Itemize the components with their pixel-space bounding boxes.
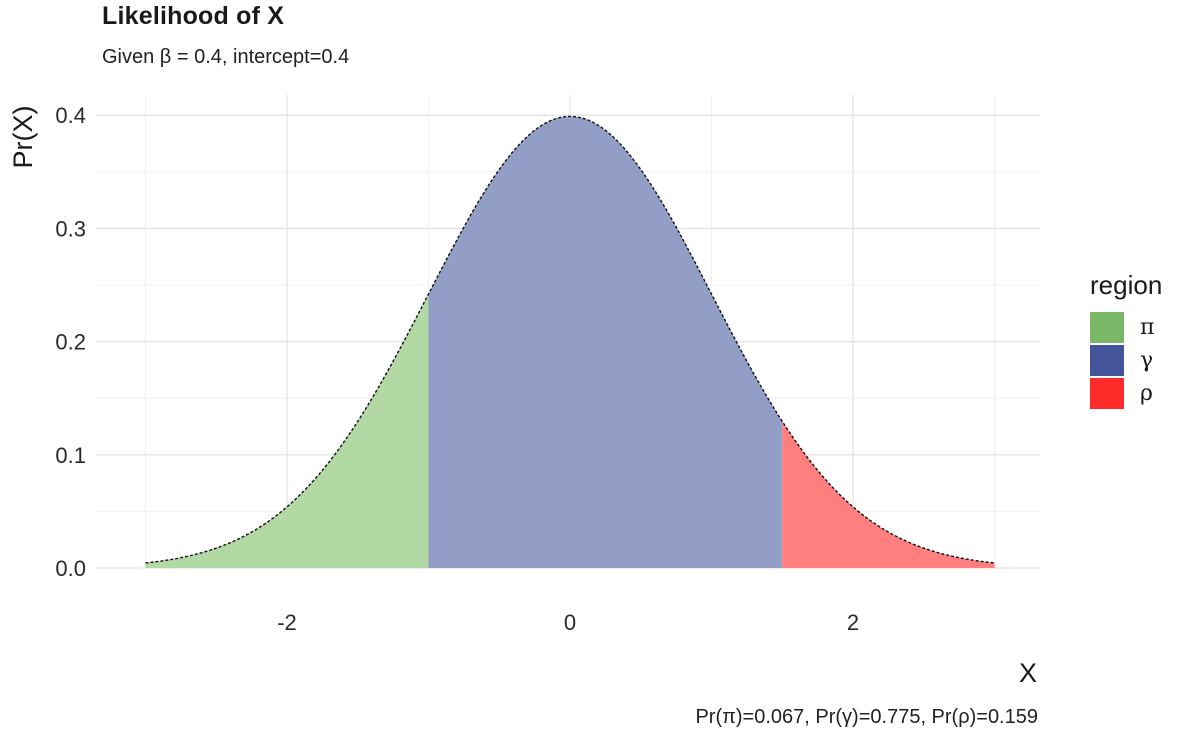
density-regions (145, 116, 995, 569)
y-tick-label: 0.3 (55, 216, 86, 241)
y-tick-label: 0.0 (55, 556, 86, 581)
y-tick-label: 0.4 (55, 103, 86, 128)
density-line (145, 115, 995, 564)
legend-item-pi: π (1090, 311, 1162, 344)
legend-label-pi: π (1140, 315, 1155, 340)
legend-item-rho: ρ (1090, 377, 1162, 410)
chart-caption: Pr(π)=0.067, Pr(γ)=0.775, Pr(ρ)=0.159 (695, 706, 1038, 728)
y-tick-label: 0.2 (55, 330, 86, 355)
legend: region π γ ρ (1090, 270, 1162, 410)
y-axis-label: Pr(X) (8, 106, 38, 169)
legend-key-rho (1090, 378, 1124, 409)
x-tick-label: -2 (277, 610, 297, 635)
axis-ticks: -2 0 2 0.0 0.1 0.2 0.3 0.4 (55, 103, 859, 635)
legend-key-pi (1090, 312, 1124, 343)
legend-label-gamma: γ (1140, 348, 1154, 373)
density-curve (145, 115, 995, 564)
legend-label-rho: ρ (1140, 381, 1153, 406)
region-area (782, 421, 995, 568)
chart-title: Likelihood of X (102, 2, 285, 30)
x-axis-label: X (1019, 658, 1037, 688)
chart-subtitle: Given β = 0.4, intercept=0.4 (102, 46, 350, 68)
x-tick-label: 0 (564, 610, 576, 635)
legend-key-gamma (1090, 345, 1124, 376)
region-area (145, 294, 429, 568)
y-tick-label: 0.1 (55, 443, 86, 468)
x-tick-label: 2 (847, 610, 859, 635)
legend-item-gamma: γ (1090, 344, 1162, 377)
legend-title: region (1090, 270, 1163, 300)
region-area (428, 116, 783, 569)
